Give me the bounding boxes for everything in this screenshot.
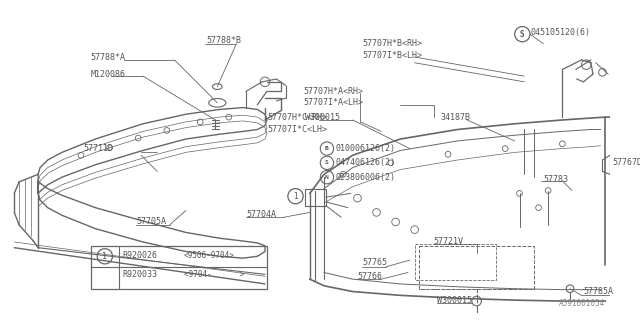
Text: 57707H*B<RH>: 57707H*B<RH> xyxy=(362,39,422,48)
Text: W300015: W300015 xyxy=(436,296,472,305)
Text: 57788*A: 57788*A xyxy=(90,52,125,61)
Bar xyxy=(419,246,534,289)
Text: 57721V: 57721V xyxy=(434,236,464,245)
Text: A591001054: A591001054 xyxy=(559,299,605,308)
Text: 57785A: 57785A xyxy=(584,287,613,296)
Text: N: N xyxy=(325,175,329,180)
Text: <9704-      >: <9704- > xyxy=(184,270,244,279)
Text: 57705A: 57705A xyxy=(136,218,166,227)
Bar xyxy=(415,244,495,280)
Bar xyxy=(305,188,326,206)
Text: 57783: 57783 xyxy=(543,175,568,184)
Text: R920026: R920026 xyxy=(122,251,157,260)
Text: R920033: R920033 xyxy=(122,270,157,279)
Text: 1: 1 xyxy=(102,252,108,261)
Text: M120086: M120086 xyxy=(90,70,125,79)
Text: 57707H*C<RH>: 57707H*C<RH> xyxy=(267,113,327,122)
Text: 57711D: 57711D xyxy=(84,144,114,153)
Text: 57707H*A<RH>: 57707H*A<RH> xyxy=(303,87,363,96)
Text: <9506-9704>: <9506-9704> xyxy=(184,251,235,260)
Text: 57707I*A<LH>: 57707I*A<LH> xyxy=(303,98,363,107)
Text: 57704A: 57704A xyxy=(246,210,276,219)
Text: 57707I*B<LH>: 57707I*B<LH> xyxy=(362,51,422,60)
Text: 047406126(2): 047406126(2) xyxy=(335,158,396,167)
Text: 023806006(2): 023806006(2) xyxy=(335,173,396,182)
Text: 010006126(2): 010006126(2) xyxy=(335,144,396,153)
Text: 1: 1 xyxy=(293,192,298,201)
Text: S: S xyxy=(520,30,525,39)
Text: 57788*B: 57788*B xyxy=(206,36,241,45)
Text: 34187B: 34187B xyxy=(440,113,470,122)
Text: 57707I*C<LH>: 57707I*C<LH> xyxy=(267,125,327,134)
Text: W300015: W300015 xyxy=(305,113,340,122)
Text: 57766: 57766 xyxy=(358,272,383,281)
Text: 045105120(6): 045105120(6) xyxy=(531,28,591,37)
Text: 57767D: 57767D xyxy=(612,158,640,167)
Text: 57765: 57765 xyxy=(362,259,387,268)
Text: B: B xyxy=(325,146,329,151)
Text: S: S xyxy=(325,160,329,165)
Bar xyxy=(90,246,267,289)
